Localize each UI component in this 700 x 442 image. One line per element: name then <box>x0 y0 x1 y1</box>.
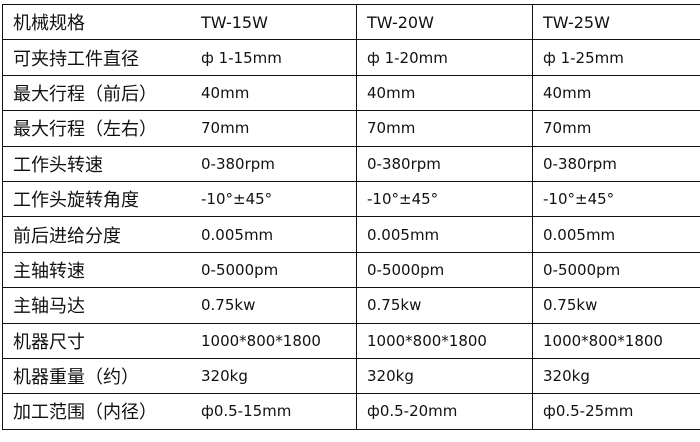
table-row: 主轴转速 0-5000pm 0-5000pm 0-5000pm <box>2 251 700 289</box>
value-cell: -10°±45° <box>532 180 700 218</box>
spec-table: 机械规格 TW-15W TW-20W TW-25W 可夹持工件直径 ф 1-15m… <box>2 3 700 430</box>
table-row: 加工范围（内径） ф0.5-15mm ф0.5-20mm ф0.5-25mm <box>2 393 700 430</box>
value-cell: 1000*800*1800 <box>356 322 533 359</box>
value-cell: 0-380rpm <box>193 145 357 182</box>
value-cell: 40mm <box>193 74 357 112</box>
value-cell: 70mm <box>193 110 357 147</box>
value-cell: 40mm <box>532 74 700 112</box>
row-label-cell: 加工范围（内径） <box>2 393 193 430</box>
row-label-cell: 主轴转速 <box>2 251 193 289</box>
value-cell: 1000*800*1800 <box>532 322 700 359</box>
value-cell: 320kg <box>356 357 533 395</box>
row-label-cell: 最大行程（左右） <box>2 110 193 147</box>
value-cell: 0.005mm <box>532 216 700 253</box>
table-row: 前后进给分度 0.005mm 0.005mm 0.005mm <box>2 216 700 253</box>
table-row: 可夹持工件直径 ф 1-15mm ф 1-20mm ф 1-25mm <box>2 39 700 76</box>
value-cell: 0-5000pm <box>532 251 700 289</box>
header-cell: 机械规格 <box>2 3 193 41</box>
value-cell: 0-380rpm <box>356 145 533 182</box>
row-label-cell: 机器尺寸 <box>2 322 193 359</box>
value-cell: ф 1-25mm <box>532 39 700 76</box>
row-label-cell: 前后进给分度 <box>2 216 193 253</box>
row-label-cell: 最大行程（前后） <box>2 74 193 112</box>
value-cell: 0-380rpm <box>532 145 700 182</box>
value-cell: 40mm <box>356 74 533 112</box>
value-cell: -10°±45° <box>193 180 357 218</box>
row-label-cell: 主轴马达 <box>2 287 193 324</box>
table-row: 机器重量（约） 320kg 320kg 320kg <box>2 357 700 395</box>
table-row: 工作头旋转角度 -10°±45° -10°±45° -10°±45° <box>2 180 700 218</box>
table-row: 最大行程（前后） 40mm 40mm 40mm <box>2 74 700 112</box>
value-cell: 0-5000pm <box>193 251 357 289</box>
table-row: 最大行程（左右） 70mm 70mm 70mm <box>2 110 700 147</box>
value-cell: 0.005mm <box>356 216 533 253</box>
value-cell: 0.75kw <box>532 287 700 324</box>
table-row: 机器尺寸 1000*800*1800 1000*800*1800 1000*800*1… <box>2 322 700 359</box>
value-cell: 0.005mm <box>193 216 357 253</box>
value-cell: ф 1-15mm <box>193 39 357 76</box>
value-cell: 0-5000pm <box>356 251 533 289</box>
table-header-row: 机械规格 TW-15W TW-20W TW-25W <box>2 3 700 41</box>
row-label-cell: 可夹持工件直径 <box>2 39 193 76</box>
row-label-cell: 工作头旋转角度 <box>2 180 193 218</box>
value-cell: 320kg <box>193 357 357 395</box>
value-cell: ф 1-20mm <box>356 39 533 76</box>
table-row: 主轴马达 0.75kw 0.75kw 0.75kw <box>2 287 700 324</box>
row-label-cell: 工作头转速 <box>2 145 193 182</box>
value-cell: 70mm <box>532 110 700 147</box>
value-cell: 1000*800*1800 <box>193 322 357 359</box>
value-cell: 0.75kw <box>193 287 357 324</box>
table-row: 工作头转速 0-380rpm 0-380rpm 0-380rpm <box>2 145 700 182</box>
header-cell: TW-15W <box>193 3 357 41</box>
value-cell: ф0.5-20mm <box>356 393 533 430</box>
value-cell: 320kg <box>532 357 700 395</box>
header-cell: TW-20W <box>356 3 533 41</box>
row-label-cell: 机器重量（约） <box>2 357 193 395</box>
header-cell: TW-25W <box>532 3 700 41</box>
value-cell: -10°±45° <box>356 180 533 218</box>
value-cell: ф0.5-15mm <box>193 393 357 430</box>
value-cell: ф0.5-25mm <box>532 393 700 430</box>
value-cell: 0.75kw <box>356 287 533 324</box>
value-cell: 70mm <box>356 110 533 147</box>
